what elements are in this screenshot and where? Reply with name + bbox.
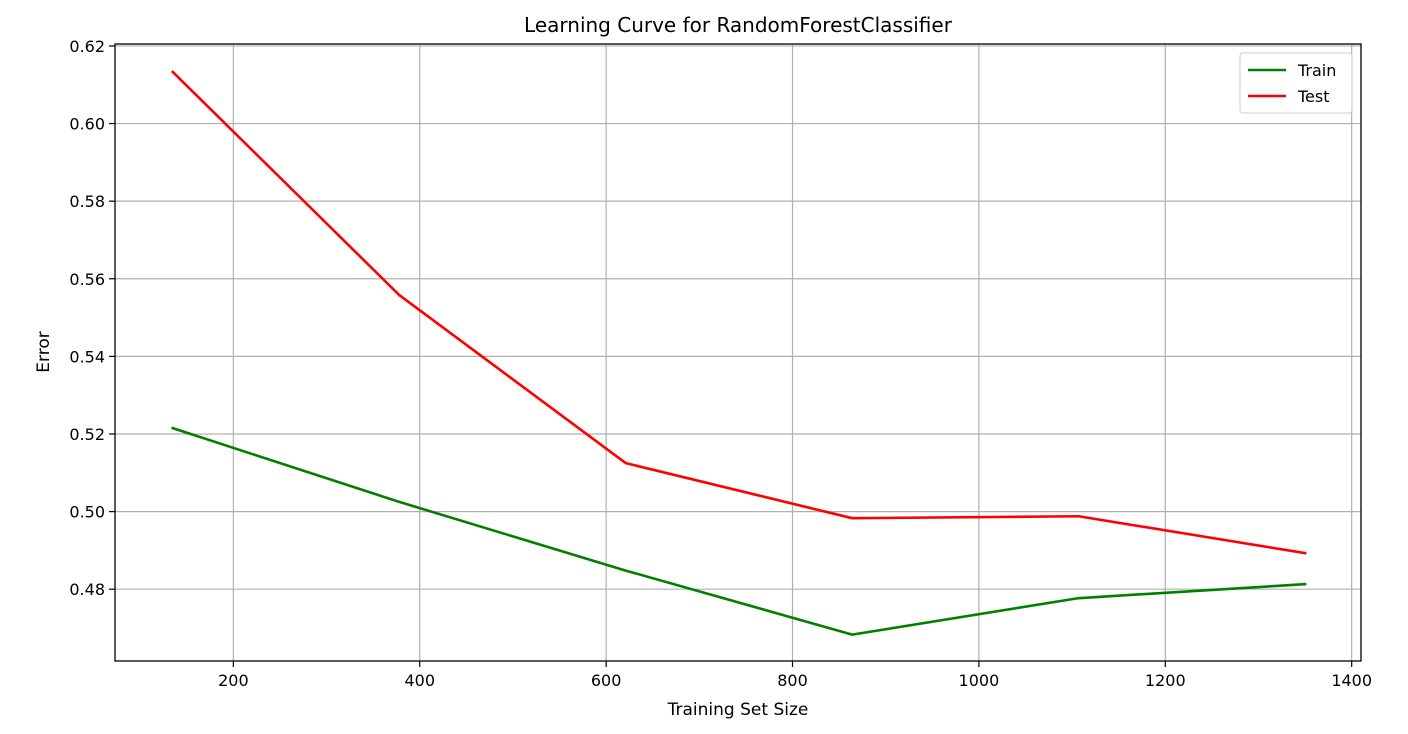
grid-lines	[115, 44, 1361, 661]
y-tick-label: 0.62	[69, 37, 105, 56]
x-tick-label: 1400	[1331, 671, 1372, 690]
legend-label-test: Test	[1297, 87, 1330, 106]
y-tick-label: 0.60	[69, 115, 105, 134]
x-tick-label: 800	[777, 671, 808, 690]
x-axis-ticks: 200 400 600 800 1000 1200 1400	[218, 661, 1372, 690]
x-tick-label: 400	[404, 671, 435, 690]
y-tick-label: 0.52	[69, 425, 105, 444]
x-tick-label: 1000	[959, 671, 1000, 690]
legend-box	[1239, 52, 1353, 114]
series-lines	[170, 70, 1307, 636]
y-tick-label: 0.48	[69, 580, 105, 599]
legend-label-train: Train	[1297, 61, 1336, 80]
y-tick-label: 0.54	[69, 347, 105, 366]
chart-title: Learning Curve for RandomForestClassifie…	[524, 13, 953, 37]
legend-entries: Train Test	[1248, 61, 1336, 106]
x-tick-label: 1200	[1145, 671, 1186, 690]
y-axis-ticks: 0.48 0.50 0.52 0.54 0.56 0.58 0.60 0.62	[69, 37, 115, 599]
y-tick-label: 0.56	[69, 270, 105, 289]
legend: Train Test	[1239, 52, 1353, 114]
y-tick-label: 0.58	[69, 192, 105, 211]
x-axis-label: Training Set Size	[667, 700, 809, 720]
x-tick-label: 200	[218, 671, 249, 690]
plot-frame	[114, 43, 1362, 662]
series-line-train	[171, 426, 1307, 636]
y-axis-label: Error	[34, 331, 54, 372]
series-line-test	[170, 70, 1307, 555]
x-tick-label: 600	[591, 671, 622, 690]
y-tick-label: 0.50	[69, 503, 105, 522]
